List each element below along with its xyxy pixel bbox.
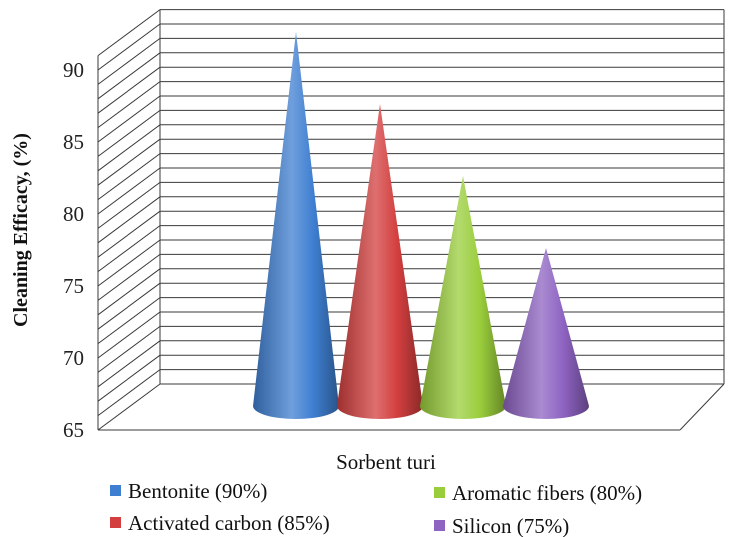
legend-label: Bentonite (90%)	[128, 479, 267, 503]
legend-swatch	[434, 487, 445, 498]
gridline-side	[97, 340, 161, 388]
legend-label: Silicon (75%)	[452, 514, 569, 537]
gridline-side	[97, 66, 161, 114]
gridline-side	[97, 311, 161, 359]
legend-label: Aromatic fibers (80%)	[452, 481, 642, 505]
gridline-side	[97, 369, 161, 417]
gridline-side	[97, 383, 161, 431]
y-tick-label: 90	[63, 58, 84, 82]
legend-swatch	[434, 520, 445, 531]
gridline-side	[97, 196, 161, 244]
y-tick-label: 80	[63, 202, 84, 226]
gridline-side	[97, 23, 161, 71]
y-axis-label: Cleaning Efficacy, (%)	[10, 133, 32, 327]
gridline-side	[97, 325, 161, 373]
y-tick-label: 65	[63, 418, 84, 442]
gridline-side	[97, 181, 161, 229]
gridline-side	[97, 225, 161, 273]
legend-swatch	[110, 517, 121, 528]
gridline-side	[97, 253, 161, 301]
gridline-side	[97, 81, 161, 129]
cone-1	[253, 32, 339, 419]
gridline-side	[97, 138, 161, 186]
gridline-side	[97, 153, 161, 201]
gridline-side	[97, 52, 161, 100]
legend-label: Activated carbon (85%)	[128, 511, 330, 535]
gridline-side	[97, 297, 161, 345]
gridline-side	[97, 109, 161, 157]
legend-swatch	[110, 485, 121, 496]
gridline-side	[97, 239, 161, 287]
gridline-side	[97, 210, 161, 258]
gridline-side	[97, 124, 161, 172]
gridline-side	[97, 9, 161, 57]
legend: Bentonite (90%) Activated carbon (85%) Aro…	[110, 479, 642, 537]
x-axis-label: Sorbent turi	[336, 450, 436, 474]
cone-2	[337, 104, 423, 419]
gridline-side	[97, 95, 161, 143]
y-tick-label: 75	[63, 274, 84, 298]
gridline-side	[97, 354, 161, 402]
gridline-side	[97, 282, 161, 330]
floor-right-line	[679, 383, 725, 431]
cone-3	[420, 176, 506, 419]
y-tick-label: 70	[63, 346, 84, 370]
y-axis-ticks: 65 70 75 80 85 90	[63, 58, 84, 442]
gridline-side	[97, 167, 161, 215]
cone-4	[503, 248, 589, 419]
gridline-side	[97, 37, 161, 85]
gridline-side	[97, 268, 161, 316]
y-tick-label: 85	[63, 130, 84, 154]
cones	[253, 32, 589, 419]
